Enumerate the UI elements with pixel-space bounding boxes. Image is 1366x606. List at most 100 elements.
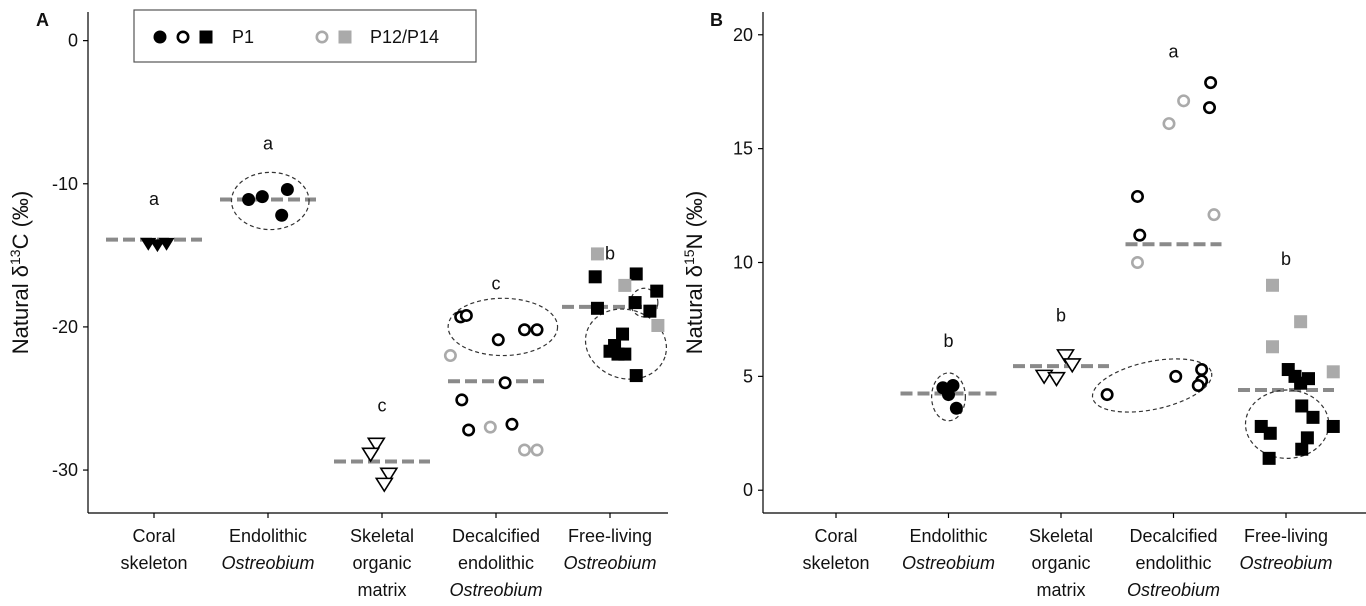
- data-point: [618, 347, 632, 361]
- x-category-label: Free-living: [568, 526, 652, 546]
- data-point: [505, 417, 519, 431]
- panel-a: A0 -10 -20 -30 Natural δ13C (‰) Coral skeleton…: [7, 10, 668, 600]
- data-point: [1177, 94, 1191, 108]
- legend-marker: [199, 30, 213, 44]
- data-point: [1100, 388, 1114, 402]
- x-category-label: Decalcified: [1129, 526, 1217, 546]
- significance-letter: a: [263, 133, 274, 153]
- data-point: [629, 369, 643, 383]
- data-point: [1204, 76, 1218, 90]
- data-point: [628, 296, 642, 310]
- data-point: [530, 323, 544, 337]
- y-axis-title-unit: (‰): [682, 191, 707, 234]
- y-tick-label: 0: [68, 31, 78, 51]
- data-point: [590, 247, 604, 261]
- data-point: [1326, 419, 1340, 433]
- y-tick-label: 15: [733, 139, 753, 159]
- data-point: [1133, 228, 1147, 242]
- data-point: [255, 190, 269, 204]
- data-point: [1169, 369, 1183, 383]
- y-axis-title-isotope: 13: [7, 249, 23, 265]
- y-axis-title-element: C: [8, 233, 33, 249]
- data-point: [588, 270, 602, 284]
- data-point: [1294, 376, 1308, 390]
- significance-letter: b: [1056, 306, 1066, 326]
- group-ellipse: [584, 308, 668, 380]
- data-point: [1207, 208, 1221, 222]
- y-axis-title-prefix: Natural δ: [682, 265, 707, 354]
- data-point: [1295, 399, 1309, 413]
- data-point: [1034, 369, 1054, 385]
- data-point: [590, 301, 604, 315]
- data-point: [443, 349, 457, 363]
- data-point: [361, 447, 381, 463]
- x-category-label: Decalcified: [452, 526, 540, 546]
- significance-letter: a: [149, 189, 160, 209]
- group-ellipse: [931, 372, 966, 422]
- y-axis-title: Natural δ15N (‰): [681, 191, 707, 355]
- data-point: [530, 443, 544, 457]
- data-point: [242, 193, 256, 207]
- legend: P1 P12/P14: [133, 9, 477, 63]
- significance-letter: c: [492, 274, 501, 294]
- legend-marker: [315, 30, 329, 44]
- y-tick-label: 20: [733, 25, 753, 45]
- data-point: [374, 477, 394, 493]
- data-point: [158, 237, 175, 251]
- data-point: [1056, 349, 1075, 365]
- x-category-label: Free-living: [1244, 526, 1328, 546]
- data-point: [651, 318, 665, 332]
- x-category-label: Ostreobium: [221, 553, 314, 573]
- data-point: [275, 208, 289, 222]
- data-point: [1191, 378, 1205, 392]
- data-point: [1262, 451, 1276, 465]
- data-point: [1266, 278, 1279, 292]
- y-axis-title-unit: (‰): [8, 191, 33, 234]
- x-category-label: endolithic: [458, 553, 534, 573]
- data-point: [629, 267, 643, 281]
- data-point: [1266, 340, 1279, 354]
- data-point: [949, 401, 963, 415]
- panel-label: B: [710, 10, 723, 30]
- data-point: [1195, 363, 1209, 377]
- significance-letter: b: [943, 331, 953, 351]
- data-point: [1263, 426, 1277, 440]
- data-point: [1294, 315, 1308, 329]
- y-tick-label: -20: [52, 317, 78, 337]
- significance-letter: a: [1168, 42, 1179, 62]
- x-category-label: endolithic: [1135, 553, 1211, 573]
- significance-letter: b: [1281, 249, 1291, 269]
- x-category-label: Endolithic: [909, 526, 987, 546]
- x-category-label: Endolithic: [229, 526, 307, 546]
- data-point: [483, 420, 497, 434]
- x-category-label: Ostreobium: [563, 553, 656, 573]
- data-point: [618, 278, 632, 292]
- x-category-label: organic: [352, 553, 411, 573]
- y-tick-label: -30: [52, 460, 78, 480]
- data-point: [366, 437, 386, 453]
- x-category-label: skeleton: [802, 553, 869, 573]
- data-point: [455, 393, 469, 407]
- x-category-label: Ostreobium: [1239, 553, 1332, 573]
- data-point: [1162, 117, 1176, 131]
- y-tick-label: 10: [733, 253, 753, 273]
- y-axis-title-isotope: 15: [681, 249, 697, 265]
- data-point: [643, 304, 657, 318]
- data-point: [1062, 358, 1082, 374]
- legend-marker: [176, 30, 190, 44]
- data-point: [280, 182, 294, 196]
- legend-box: [133, 9, 477, 63]
- y-axis-title: Natural δ13C (‰): [7, 191, 33, 355]
- data-point: [650, 284, 664, 298]
- data-point: [462, 423, 476, 437]
- x-category-label: Ostreobium: [449, 580, 542, 600]
- data-point: [1203, 101, 1217, 115]
- data-point: [1306, 410, 1320, 424]
- x-category-label: Skeletal: [1029, 526, 1093, 546]
- x-category-label: matrix: [1037, 580, 1086, 600]
- data-point: [942, 388, 955, 402]
- y-axis-title-element: N: [682, 234, 707, 250]
- group-ellipse: [447, 297, 559, 357]
